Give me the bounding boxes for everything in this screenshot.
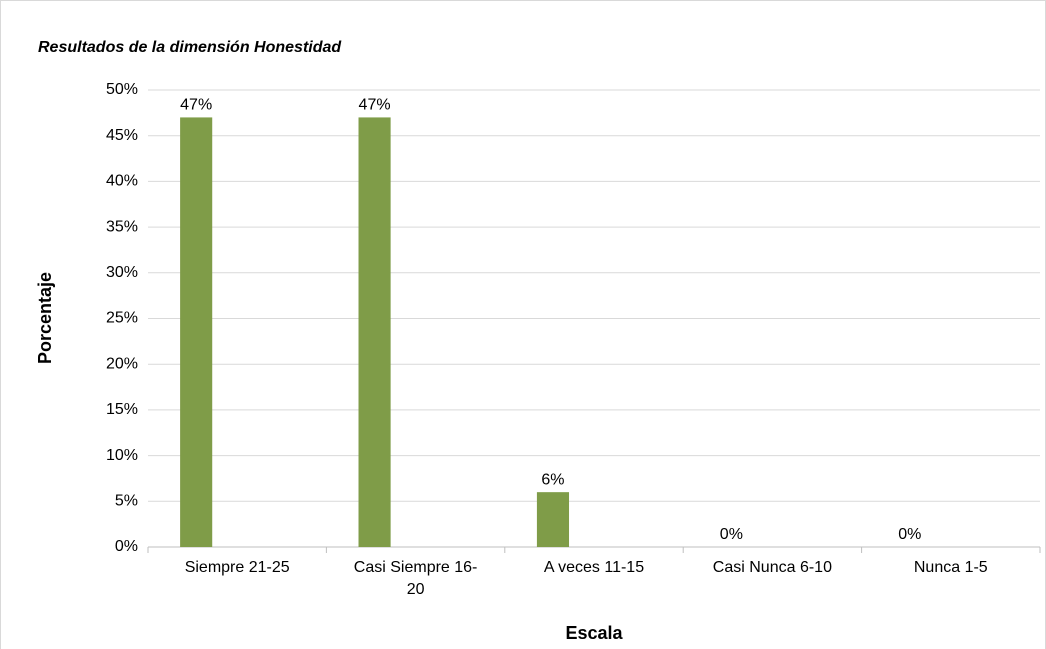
bar [536,492,570,547]
y-tick-label: 0% [115,538,138,555]
y-axis-title: Porcentaje [35,272,55,364]
x-tick-label: Casi Siempre 16-20 [353,559,478,598]
y-tick-label: 25% [106,310,138,327]
bar [358,117,391,548]
x-tick-label: Nunca 1-5 [913,559,988,576]
data-label: 47% [359,97,391,114]
chart-title: Resultados de la dimensión Honestidad [38,39,342,56]
y-tick-label: 20% [106,355,138,372]
y-tick-label: 50% [106,81,138,98]
y-tick-label: 30% [106,264,138,281]
data-label: 47% [180,97,212,114]
x-axis-title: Escala [565,623,623,643]
y-tick-label: 35% [106,218,138,235]
data-label: 0% [720,526,743,543]
y-tick-label: 10% [106,447,138,464]
y-tick-label: 15% [106,401,138,418]
y-tick-label: 40% [106,173,138,190]
x-tick-label: Casi Nunca 6-10 [712,559,832,576]
data-label: 6% [541,471,564,488]
data-label: 0% [898,526,921,543]
bar [180,117,213,548]
y-tick-label: 45% [106,127,138,144]
x-tick-label: A veces 11-15 [543,559,645,576]
x-tick-label: Siempre 21-25 [184,559,290,576]
y-tick-label: 5% [115,493,138,510]
